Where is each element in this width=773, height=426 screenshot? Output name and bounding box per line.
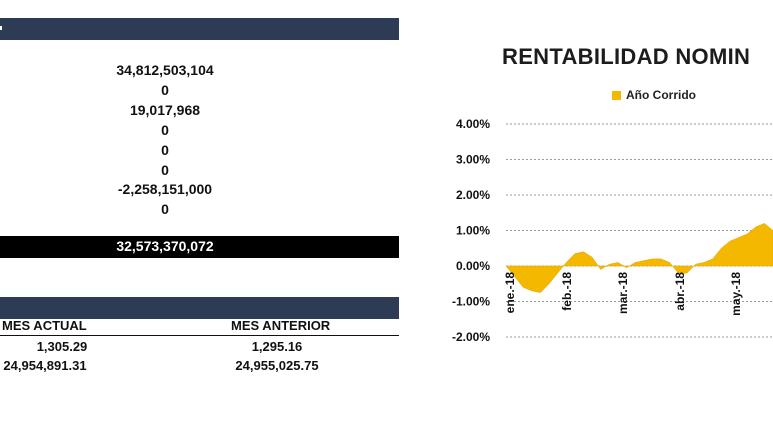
cell-anterior-1: 1,295.16 xyxy=(251,339,303,354)
y-tick-label: -1.00% xyxy=(452,295,490,309)
table-value-4: 0 xyxy=(161,122,169,138)
y-tick-label: 2.00% xyxy=(456,188,490,202)
y-tick-label: 0.00% xyxy=(456,259,490,273)
x-tick-label: may.-18 xyxy=(729,272,743,316)
series-area-ano-corrido xyxy=(505,223,773,293)
x-tick-label: abr.-18 xyxy=(673,272,687,311)
header-marker xyxy=(0,26,2,30)
unit-table-header-bar xyxy=(0,297,399,319)
table-value-5: 0 xyxy=(161,142,169,158)
y-tick-label: -2.00% xyxy=(452,330,490,344)
header-mes-anterior: MES ANTERIOR xyxy=(231,318,331,333)
table-header-bar xyxy=(0,18,399,40)
rentabilidad-chart: 4.00% 3.00% 2.00% 1.00% 0.00% -1.00% -2.00% ene… xyxy=(452,117,773,344)
header-divider xyxy=(0,335,399,336)
cell-actual-2: 24,954,891.31 xyxy=(3,358,87,373)
cell-anterior-2: 24,955,025.75 xyxy=(235,358,319,373)
table-value-2: 0 xyxy=(161,82,169,98)
legend-swatch xyxy=(612,90,621,100)
table-value-1: 34,812,503,104 xyxy=(116,62,214,78)
table-value-7: -2,258,151,000 xyxy=(117,181,213,197)
total-bar xyxy=(0,236,399,258)
chart-title: RENTABILIDAD NOMIN xyxy=(502,44,751,69)
header-mes-actual: MES ACTUAL xyxy=(2,318,87,333)
y-tick-label: 4.00% xyxy=(456,117,490,131)
x-tick-label: ene.-18 xyxy=(503,272,517,314)
total-value: 32,573,370,072 xyxy=(116,238,214,254)
legend-label: Año Corrido xyxy=(626,88,696,102)
y-tick-label: 1.00% xyxy=(456,224,490,238)
x-tick-label: mar.-18 xyxy=(616,272,630,314)
table-value-6: 0 xyxy=(161,162,169,178)
chart-legend: Año Corrido xyxy=(612,88,696,102)
x-tick-label: feb.-18 xyxy=(560,272,574,311)
y-tick-label: 3.00% xyxy=(456,153,490,167)
table-value-8: 0 xyxy=(161,201,169,217)
cell-actual-1: 1,305.29 xyxy=(36,339,88,354)
table-value-3: 19,017,968 xyxy=(129,102,201,118)
